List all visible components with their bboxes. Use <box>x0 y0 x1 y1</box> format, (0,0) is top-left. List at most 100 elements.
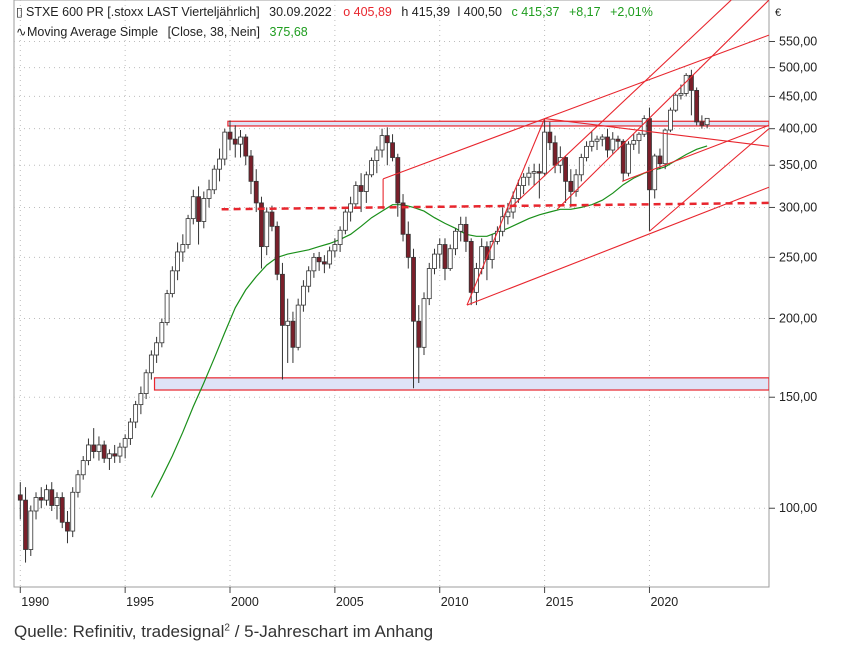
candle <box>599 134 605 147</box>
candle <box>127 418 133 445</box>
candle-body <box>421 298 427 348</box>
candle <box>54 492 60 520</box>
candle <box>594 135 600 151</box>
source-caption: Quelle: Refinitiv, tradesignal2 / 5-Jahr… <box>14 622 433 642</box>
y-tick-label: 300,00 <box>779 200 817 214</box>
y-tick-label: 450,00 <box>779 89 817 103</box>
candle-body <box>531 171 537 174</box>
candle-body <box>416 320 422 348</box>
candle <box>694 87 700 126</box>
candle <box>164 289 170 326</box>
moving-average-series <box>150 145 708 498</box>
candle <box>122 434 128 459</box>
candle <box>217 148 222 182</box>
trendline-2011-lower <box>466 186 769 306</box>
candle-body <box>458 223 464 232</box>
candle-body <box>316 256 322 263</box>
candle-body <box>243 136 249 157</box>
candle <box>138 386 144 415</box>
candle <box>620 139 626 182</box>
candle <box>390 134 395 162</box>
candle <box>631 134 637 151</box>
candle-body <box>285 320 291 326</box>
y-tick-label: 250,00 <box>779 250 817 264</box>
candle-body <box>274 225 280 275</box>
x-tick-label: 2015 <box>546 595 574 609</box>
candle-body <box>327 250 333 265</box>
candle <box>117 442 123 463</box>
candle-body <box>610 138 616 151</box>
candle <box>86 438 91 466</box>
candle <box>652 153 658 199</box>
candle <box>578 153 584 182</box>
candle-body <box>253 180 259 204</box>
candle <box>201 191 207 229</box>
candle-body <box>117 446 123 457</box>
candle <box>405 221 411 269</box>
candle-body <box>295 304 301 348</box>
candle-body <box>589 140 595 147</box>
candle-body <box>678 93 684 96</box>
support-bands <box>153 120 769 391</box>
candle <box>23 487 28 563</box>
candle <box>112 444 118 463</box>
candle-body <box>657 155 663 165</box>
candle <box>641 115 647 138</box>
candle <box>169 266 175 298</box>
candle <box>133 400 139 429</box>
candle-body <box>321 261 327 265</box>
candle <box>421 292 427 356</box>
y-tick-label: 400,00 <box>779 122 817 136</box>
candle-body <box>264 211 270 248</box>
candle-body <box>568 180 574 192</box>
candle <box>75 469 81 498</box>
candle-body <box>54 497 60 506</box>
candle-body <box>75 474 81 493</box>
candle <box>395 153 401 217</box>
candle-body <box>620 140 626 174</box>
candle-body <box>432 253 437 269</box>
candle-body <box>17 494 23 501</box>
candle <box>526 166 532 186</box>
candle <box>400 194 406 242</box>
candle-body <box>426 268 432 300</box>
candle <box>159 318 165 348</box>
candle-body <box>337 229 343 245</box>
candle-body <box>222 131 228 160</box>
candle <box>615 135 621 151</box>
y-tick-label: 100,00 <box>779 501 817 515</box>
candle-body <box>232 138 238 145</box>
y-tick-label: 150,00 <box>779 390 817 404</box>
candle <box>28 505 34 556</box>
candle <box>683 73 689 97</box>
candle <box>253 169 259 213</box>
candle <box>369 157 374 178</box>
candle-body <box>594 138 600 142</box>
trendline-2020-break <box>621 124 769 182</box>
x-tick-label: 2005 <box>336 595 364 609</box>
source-superscript: 2 <box>224 622 230 634</box>
candle-body <box>190 196 196 220</box>
candle-body <box>647 118 652 191</box>
candle <box>107 449 112 470</box>
candle <box>447 244 453 271</box>
support-band-150 <box>153 377 769 391</box>
candle-body <box>306 270 312 287</box>
candle-body <box>626 143 631 174</box>
candle-body <box>332 244 338 252</box>
candle <box>463 216 469 252</box>
candle <box>38 487 44 509</box>
candle-body <box>280 273 285 326</box>
candle-body <box>206 189 212 199</box>
candle-body <box>28 510 34 550</box>
candle-body <box>159 322 165 344</box>
candle <box>358 173 364 213</box>
candle-body <box>196 196 201 222</box>
candle-body <box>463 223 469 242</box>
candle <box>699 115 705 129</box>
x-tick-label: 2000 <box>231 595 259 609</box>
candle-body <box>615 138 621 142</box>
plot-area <box>13 0 770 588</box>
candle-body <box>180 244 186 253</box>
